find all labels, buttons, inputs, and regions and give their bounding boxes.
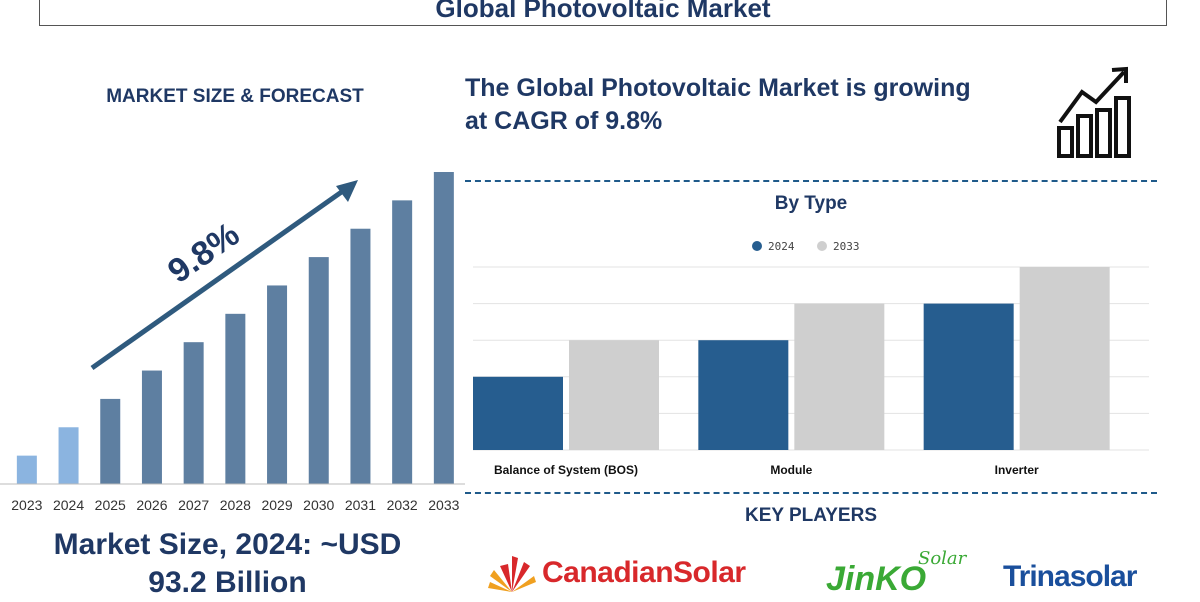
legend-swatch-2024 <box>752 241 762 251</box>
forecast-bar-2031 <box>350 228 371 484</box>
growth-chart-icon <box>1057 66 1131 158</box>
forecast-tick-2023: 2023 <box>11 497 42 513</box>
forecast-bar-2024 <box>58 427 79 484</box>
by-type-bar-2024-1 <box>698 340 789 450</box>
forecast-tick-2029: 2029 <box>261 497 292 513</box>
forecast-tick-2026: 2026 <box>136 497 167 513</box>
sun-rays-icon <box>488 556 536 592</box>
cagr-headline: The Global Photovoltaic Market is growin… <box>465 72 1055 138</box>
section-divider-top <box>465 180 1157 182</box>
forecast-bar-2025 <box>100 398 121 484</box>
forecast-tick-2032: 2032 <box>387 497 418 513</box>
forecast-bar-2027 <box>183 342 204 484</box>
by-type-chart: 2024 2033 Balance of System (BOS) Module Inv… <box>473 240 1149 477</box>
by-type-bar-2033-0 <box>569 340 659 450</box>
forecast-bar-2028 <box>225 313 246 484</box>
jinko-name: JinKO <box>826 560 927 598</box>
legend-label-2024: 2024 <box>768 240 795 253</box>
forecast-tick-2031: 2031 <box>345 497 376 513</box>
jinko-solar-logo: JinKO Solar <box>826 548 966 598</box>
trend-arrow-line <box>90 183 352 371</box>
trend-arrow-head <box>336 180 358 202</box>
forecast-bar-2030 <box>308 257 329 484</box>
forecast-tick-2028: 2028 <box>220 497 251 513</box>
market-size-line2: 93.2 Billion <box>148 566 307 599</box>
market-forecast-chart: 2023 2024 2025 2026 2027 2028 2029 2030 2031 2032… <box>0 172 465 513</box>
by-type-tick-1: Module <box>770 463 812 477</box>
jinko-solar-script: Solar <box>918 548 967 569</box>
by-type-title: By Type <box>774 193 848 214</box>
by-type-tick-0: Balance of System (BOS) <box>494 463 638 477</box>
canadian-solar-logo: CanadianSolar <box>486 552 746 594</box>
forecast-tick-2027: 2027 <box>178 497 209 513</box>
market-size-value: Market Size, 2024: ~USD 93.2 Billion <box>0 526 455 602</box>
legend-label-2033: 2033 <box>833 240 860 253</box>
section-divider-bottom <box>465 492 1157 494</box>
cagr-annotation: 9.8% <box>161 215 246 291</box>
by-type-bar-2033-2 <box>1019 267 1110 450</box>
trina-solar-name: Trinasolar <box>1003 560 1137 593</box>
forecast-bar-2026 <box>141 370 162 484</box>
by-type-bar-2024-0 <box>473 376 563 450</box>
cagr-headline-line1: The Global Photovoltaic Market is growin… <box>465 74 971 102</box>
cagr-headline-line2: at CAGR of 9.8% <box>465 107 663 135</box>
by-type-tick-2: Inverter <box>995 463 1039 477</box>
forecast-tick-2030: 2030 <box>303 497 334 513</box>
title-box: Global Photovoltaic Market <box>39 0 1167 26</box>
forecast-tick-2024: 2024 <box>53 497 84 513</box>
forecast-bar-2032 <box>392 200 413 484</box>
legend-swatch-2033 <box>817 241 827 251</box>
page-title: Global Photovoltaic Market <box>435 0 771 23</box>
forecast-bar-2023 <box>16 455 37 484</box>
forecast-bar-2033 <box>433 172 454 484</box>
canadian-solar-name: CanadianSolar <box>542 556 746 589</box>
market-size-heading: MARKET SIZE & FORECAST <box>106 86 364 107</box>
trina-solar-logo: Trinasolar <box>1003 560 1137 594</box>
by-type-bar-2024-2 <box>923 303 1014 450</box>
by-type-bar-2033-1 <box>794 303 885 450</box>
forecast-bar-2029 <box>267 285 288 484</box>
market-size-line1: Market Size, 2024: ~USD <box>53 528 402 561</box>
key-players-title: KEY PLAYERS <box>745 505 877 526</box>
forecast-tick-2025: 2025 <box>95 497 126 513</box>
forecast-tick-2033: 2033 <box>428 497 459 513</box>
